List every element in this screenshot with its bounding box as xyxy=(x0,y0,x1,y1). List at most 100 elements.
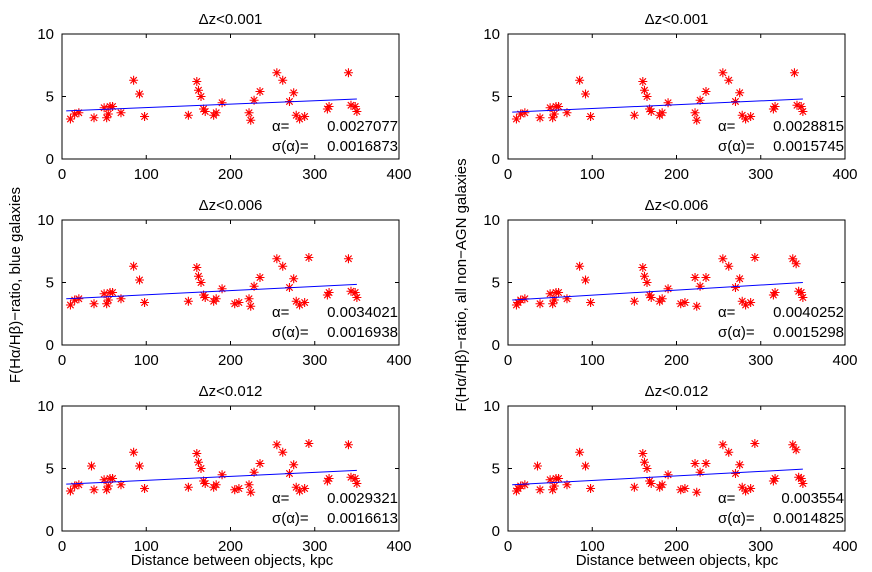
y-tick-label: 0 xyxy=(46,523,54,540)
x-tick-label: 100 xyxy=(134,352,159,369)
data-point xyxy=(350,288,360,297)
data-point xyxy=(135,275,145,285)
data-point xyxy=(343,254,353,264)
axes-box xyxy=(507,405,846,532)
data-point xyxy=(246,301,256,311)
sigma-alpha-label: σ(α)= xyxy=(718,510,755,527)
panel-blue-2: Δz<0.006 0 100 200 300 400 0 5 10 α= 0.0034021 σ(α)… xyxy=(37,197,411,369)
data-point xyxy=(718,68,728,78)
data-point xyxy=(645,476,655,486)
data-point xyxy=(70,109,80,119)
data-point xyxy=(140,112,150,121)
data-point xyxy=(295,114,305,124)
y-tick-label: 10 xyxy=(37,26,54,43)
data-point xyxy=(249,281,259,291)
data-point xyxy=(701,273,711,282)
data-point xyxy=(645,290,655,300)
data-point xyxy=(646,293,656,302)
data-point xyxy=(730,97,740,106)
data-point xyxy=(217,98,227,108)
data-point xyxy=(192,449,202,458)
x-tick-label: 400 xyxy=(832,538,857,555)
data-point xyxy=(289,88,299,98)
data-point xyxy=(692,115,702,125)
panel-title: Δz<0.012 xyxy=(645,383,709,400)
data-point xyxy=(750,253,760,262)
fit-line xyxy=(512,468,803,486)
panel-all-2: Δz<0.006 0 100 200 300 400 0 5 10 α= 0.0040252 σ(α)… xyxy=(483,197,857,369)
data-point xyxy=(791,259,801,269)
data-point xyxy=(642,278,652,287)
data-point xyxy=(343,68,353,78)
data-point xyxy=(516,481,526,491)
data-point xyxy=(562,108,572,118)
data-point xyxy=(695,281,705,291)
alpha-label: α= xyxy=(718,118,736,135)
data-point xyxy=(129,447,139,457)
sigma-alpha-value: 0.0016873 xyxy=(327,138,398,155)
data-point xyxy=(586,484,596,493)
data-point xyxy=(798,107,808,116)
sigma-alpha-label: σ(α)= xyxy=(718,324,755,341)
x-tick-label: 300 xyxy=(302,352,327,369)
data-point xyxy=(768,104,778,114)
sigma-alpha-label: σ(α)= xyxy=(718,138,755,155)
data-point xyxy=(291,296,301,306)
data-point xyxy=(629,110,639,120)
data-point xyxy=(792,100,802,110)
data-point xyxy=(735,88,745,98)
x-tick-label: 0 xyxy=(504,166,512,183)
x-tick-label: 400 xyxy=(386,538,411,555)
x-tick-label: 400 xyxy=(832,166,857,183)
data-point xyxy=(86,461,96,471)
data-point xyxy=(511,486,521,496)
data-point xyxy=(65,300,75,310)
data-point xyxy=(695,467,705,477)
data-point xyxy=(102,113,112,123)
data-point xyxy=(511,300,521,310)
data-point xyxy=(798,479,808,488)
data-point xyxy=(724,75,734,85)
y-tick-label: 0 xyxy=(46,337,54,354)
data-point xyxy=(737,482,747,492)
data-point xyxy=(535,113,545,123)
data-point xyxy=(638,77,648,86)
data-point xyxy=(549,481,559,491)
data-point xyxy=(724,261,734,271)
data-point xyxy=(304,439,314,448)
data-point xyxy=(680,298,690,307)
data-point xyxy=(770,102,780,111)
x-tick-label: 0 xyxy=(504,538,512,555)
data-point xyxy=(102,299,112,309)
data-point xyxy=(718,440,728,450)
data-point xyxy=(352,479,362,488)
panel-title: Δz<0.001 xyxy=(645,11,709,28)
data-point xyxy=(246,115,256,125)
data-point xyxy=(535,485,545,495)
x-tick-label: 0 xyxy=(504,352,512,369)
data-point xyxy=(346,472,356,482)
data-point xyxy=(200,107,210,116)
data-point xyxy=(548,299,558,309)
data-point xyxy=(183,110,193,120)
data-point xyxy=(575,75,585,85)
y-tick-label: 0 xyxy=(492,337,500,354)
data-point xyxy=(140,484,150,493)
x-tick-label: 300 xyxy=(302,166,327,183)
data-point xyxy=(549,109,559,119)
data-point xyxy=(768,476,778,486)
data-point xyxy=(741,486,751,496)
y-tick-label: 5 xyxy=(46,275,54,292)
y-tick-label: 5 xyxy=(46,461,54,478)
fit-line xyxy=(66,469,357,485)
data-point xyxy=(638,449,648,458)
data-point xyxy=(99,289,109,299)
y-axis-label-left: F(Hα/Hβ)−ratio, blue galaxies xyxy=(7,187,24,383)
data-point xyxy=(657,294,667,304)
data-point xyxy=(196,278,206,287)
data-point xyxy=(629,482,639,492)
x-tick-label: 200 xyxy=(218,538,243,555)
data-point xyxy=(211,294,221,304)
data-point xyxy=(735,460,745,470)
